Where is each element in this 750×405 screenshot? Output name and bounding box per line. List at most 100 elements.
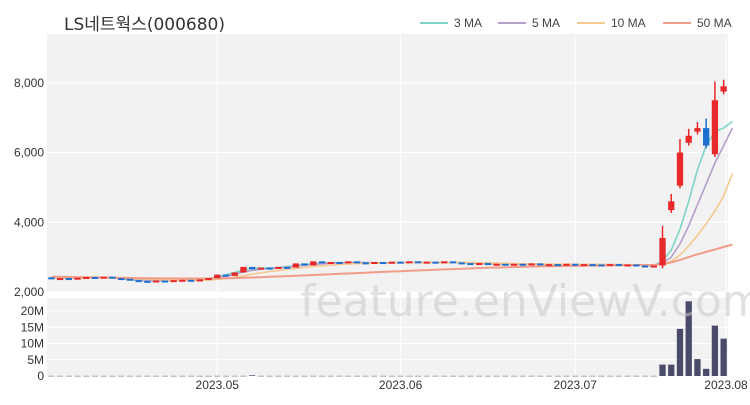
candle xyxy=(126,278,134,281)
candle xyxy=(388,261,396,264)
volume-bar xyxy=(222,375,230,377)
candle xyxy=(711,100,719,155)
candle xyxy=(74,277,81,280)
candle xyxy=(659,237,666,266)
candle xyxy=(100,276,107,279)
volume-bar xyxy=(327,375,334,377)
volume-bar xyxy=(266,375,273,377)
candle xyxy=(187,279,195,282)
candle xyxy=(703,128,710,146)
volume-bar xyxy=(510,375,518,377)
candle xyxy=(563,263,570,266)
volume-bar xyxy=(100,375,107,377)
volume-bar xyxy=(711,325,719,376)
candle xyxy=(353,261,361,264)
volume-bar xyxy=(519,375,526,377)
legend-label: 50 MA xyxy=(697,16,732,30)
candle xyxy=(510,263,518,266)
candle xyxy=(249,266,256,270)
candle xyxy=(371,262,378,265)
candle xyxy=(606,264,614,267)
volume-bar xyxy=(432,375,439,377)
volume-bar xyxy=(56,375,64,377)
volume-bar xyxy=(301,375,308,377)
price-panel xyxy=(47,34,728,292)
candle xyxy=(641,265,649,268)
volume-bar xyxy=(161,375,169,377)
legend-label: 5 MA xyxy=(532,16,561,30)
legend-swatch xyxy=(577,22,605,24)
x-tick-label: 2023.07 xyxy=(554,378,598,392)
volume-bar xyxy=(476,375,483,377)
volume-bar xyxy=(650,375,657,377)
candle xyxy=(694,128,701,132)
candle xyxy=(685,135,692,143)
volume-bar xyxy=(659,364,666,376)
watermark: feature.enViewV.com xyxy=(300,276,750,327)
candle xyxy=(598,264,605,267)
x-tick-label: 2023.08 xyxy=(704,378,748,392)
volume-tick-label: 15M xyxy=(21,320,44,334)
volume-bar xyxy=(187,375,195,377)
volume-bar xyxy=(353,375,361,377)
volume-bar xyxy=(703,368,710,376)
volume-bar xyxy=(144,375,151,377)
candle xyxy=(345,261,352,264)
volume-bar xyxy=(379,375,387,377)
volume-bar xyxy=(606,375,614,377)
candle xyxy=(423,261,430,264)
volume-bar xyxy=(720,338,727,376)
candle xyxy=(720,86,727,92)
y-tick-label: 4,000 xyxy=(14,215,44,229)
volume-bar xyxy=(65,375,72,377)
volume-bar xyxy=(126,375,134,377)
candle xyxy=(170,280,177,283)
volume-bar xyxy=(196,375,203,377)
volume-tick-label: 20M xyxy=(21,304,44,318)
volume-bar xyxy=(563,375,570,377)
candle xyxy=(467,263,474,266)
volume-bar xyxy=(170,375,177,377)
volume-bar xyxy=(458,375,465,377)
volume-bar xyxy=(318,375,326,377)
candle xyxy=(545,264,553,267)
legend-item: 10 MA xyxy=(577,16,646,30)
candle xyxy=(502,263,509,266)
candle xyxy=(441,261,448,264)
volume-tick-label: 10M xyxy=(21,337,44,351)
candle xyxy=(222,274,230,277)
candle xyxy=(580,264,588,267)
volume-bar xyxy=(152,375,160,377)
volume-bar xyxy=(484,375,492,377)
volume-bar xyxy=(406,375,413,377)
volume-bar xyxy=(624,375,631,377)
volume-bar xyxy=(83,375,90,377)
candle xyxy=(650,265,657,268)
candle xyxy=(144,280,151,283)
volume-bar xyxy=(414,375,422,377)
candle xyxy=(161,280,169,283)
volume-bar xyxy=(668,364,675,376)
candle xyxy=(668,201,675,211)
volume-bar xyxy=(397,375,404,377)
volume-bar xyxy=(545,375,553,377)
candle xyxy=(196,279,203,282)
volume-bar xyxy=(528,375,535,377)
candle xyxy=(301,263,308,266)
volume-bar xyxy=(275,375,282,377)
candle xyxy=(397,261,404,264)
volume-bar xyxy=(502,375,509,377)
candle xyxy=(624,264,631,267)
volume-bar xyxy=(676,328,684,376)
candle xyxy=(432,261,439,264)
candle xyxy=(257,267,265,270)
x-tick-label: 2023.05 xyxy=(196,378,240,392)
volume-bar xyxy=(633,375,640,377)
volume-bar xyxy=(449,375,457,377)
legend-item: 50 MA xyxy=(663,16,732,30)
volume-bar xyxy=(214,375,221,377)
candle xyxy=(152,280,160,283)
candle xyxy=(633,264,640,267)
volume-bar xyxy=(441,375,448,377)
